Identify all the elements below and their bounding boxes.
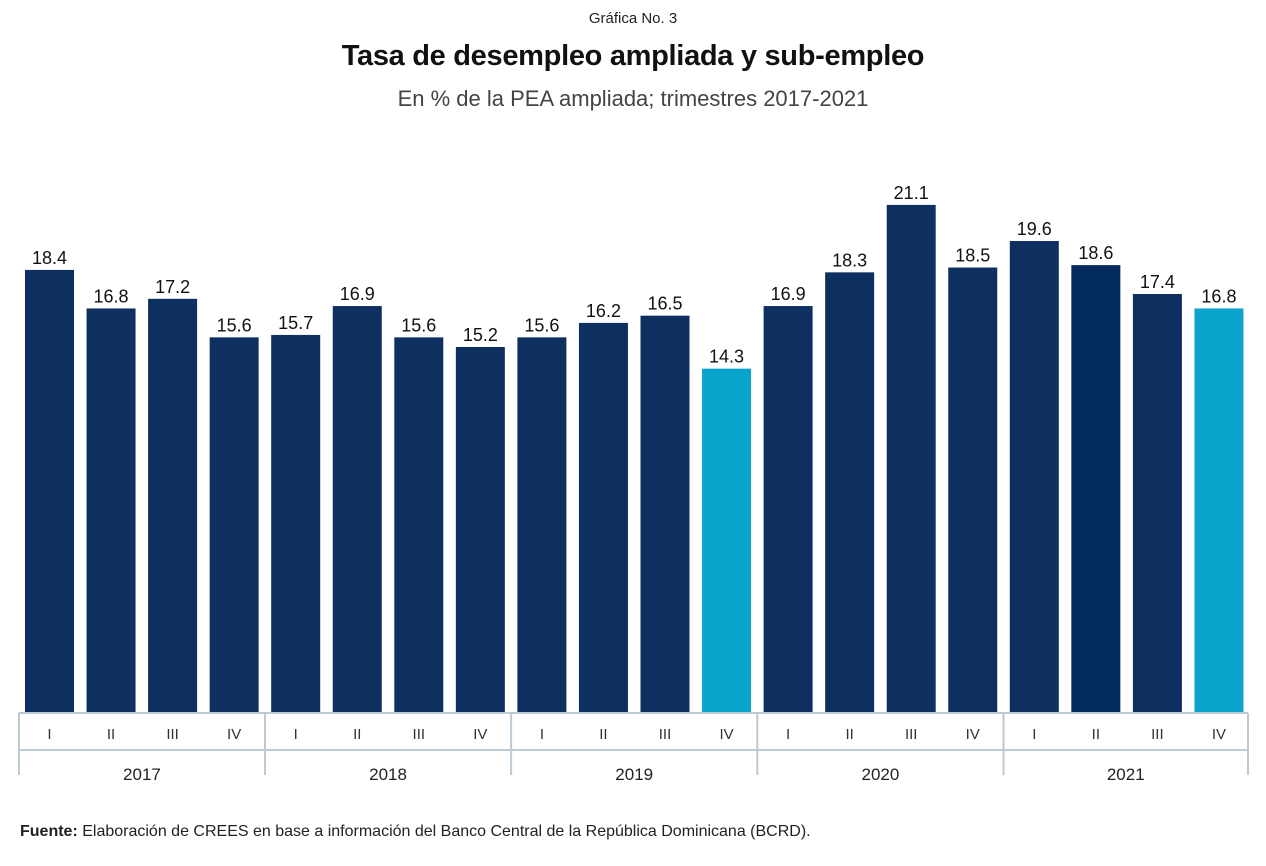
bar xyxy=(640,315,690,713)
x-tick-label: II xyxy=(107,726,115,743)
data-label: 16.8 xyxy=(94,286,129,306)
source-note: Fuente: Elaboración de CREES en base a i… xyxy=(20,823,811,841)
bar xyxy=(517,337,567,713)
data-label: 17.4 xyxy=(1140,272,1175,292)
bar xyxy=(825,272,875,713)
data-label: 16.2 xyxy=(586,301,621,321)
x-tick-label: II xyxy=(1092,726,1100,743)
bar xyxy=(25,269,74,713)
x-group-label: 2018 xyxy=(369,765,407,784)
bar-chart: 18.4I16.8II17.2III15.6IV15.7I16.9II15.6I… xyxy=(18,183,1249,784)
bar xyxy=(1132,294,1182,713)
data-label: 16.9 xyxy=(340,284,375,304)
x-group-label: 2021 xyxy=(1107,765,1145,784)
bar xyxy=(578,322,628,713)
bar xyxy=(702,368,752,713)
x-tick-label: III xyxy=(1151,726,1164,743)
bar xyxy=(209,337,259,713)
source-label: Fuente: xyxy=(20,823,78,840)
x-tick-label: III xyxy=(905,726,918,743)
data-label: 19.6 xyxy=(1017,219,1052,239)
data-label: 21.1 xyxy=(894,183,929,203)
data-label: 15.7 xyxy=(278,313,313,333)
x-group-label: 2020 xyxy=(862,765,900,784)
x-tick-label: IV xyxy=(719,726,733,743)
bar xyxy=(86,308,136,713)
data-label: 15.6 xyxy=(401,315,436,335)
x-tick-label: III xyxy=(413,726,426,743)
x-tick-label: IV xyxy=(1212,726,1226,743)
x-tick-label: I xyxy=(47,726,51,743)
x-tick-label: III xyxy=(166,726,179,743)
data-label: 15.6 xyxy=(217,315,252,335)
source-text: Elaboración de CREES en base a informaci… xyxy=(77,823,811,840)
bar xyxy=(948,267,998,713)
x-tick-label: I xyxy=(786,726,790,743)
x-tick-label: II xyxy=(599,726,607,743)
chart-subtitle: En % de la PEA ampliada; trimestres 2017… xyxy=(397,86,869,111)
data-label: 18.6 xyxy=(1078,243,1113,263)
data-label: 16.5 xyxy=(647,294,682,314)
data-label: 15.6 xyxy=(524,315,559,335)
bar xyxy=(1194,308,1244,713)
x-tick-label: I xyxy=(540,726,544,743)
bar xyxy=(886,204,936,714)
data-label: 15.2 xyxy=(463,325,498,345)
chart-kicker: Gráfica No. 3 xyxy=(588,10,678,27)
bar xyxy=(148,298,198,713)
x-tick-label: IV xyxy=(966,726,980,743)
x-tick-label: IV xyxy=(473,726,487,743)
data-label: 16.9 xyxy=(771,284,806,304)
x-tick-label: II xyxy=(845,726,853,743)
data-label: 14.3 xyxy=(709,347,744,367)
bar xyxy=(455,346,505,713)
bar xyxy=(332,306,382,713)
data-label: 18.4 xyxy=(32,248,67,268)
x-tick-label: I xyxy=(1032,726,1036,743)
x-tick-label: IV xyxy=(227,726,241,743)
data-label: 17.2 xyxy=(155,277,190,297)
x-tick-label: III xyxy=(659,726,672,743)
x-tick-label: II xyxy=(353,726,361,743)
x-group-label: 2017 xyxy=(123,765,161,784)
bar xyxy=(1009,241,1059,714)
bar xyxy=(271,334,321,713)
chart-title: Tasa de desempleo ampliada y sub-empleo xyxy=(341,40,925,72)
data-label: 18.5 xyxy=(955,246,990,266)
x-group-label: 2019 xyxy=(615,765,653,784)
bar xyxy=(394,337,444,713)
bar xyxy=(1071,265,1121,713)
data-label: 16.8 xyxy=(1201,286,1236,306)
data-label: 18.3 xyxy=(832,250,867,270)
bar xyxy=(763,306,813,713)
x-tick-label: I xyxy=(294,726,298,743)
